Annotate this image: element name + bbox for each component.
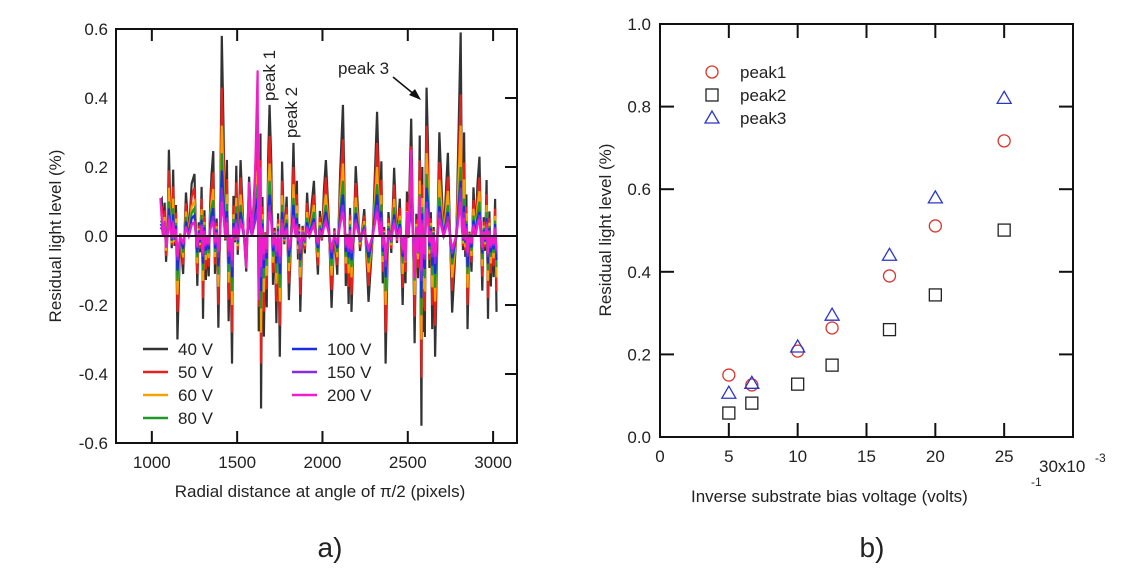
- x-tick-label: 3000: [474, 453, 512, 472]
- x-tick-label: 2500: [389, 453, 427, 472]
- legend-label: peak3: [740, 109, 786, 128]
- data-point-peak2: [882, 322, 897, 337]
- x-tick-label: 1000: [133, 453, 171, 472]
- y-tick-label: 0.2: [627, 345, 651, 364]
- chart-a: 1000 1500 2000 2500 3000 0.6 0.4 0.2 0.0 -0.2 -0.4…: [46, 20, 518, 563]
- annotation-arrowhead: [409, 89, 421, 100]
- y-tick-label: 0.4: [627, 263, 651, 282]
- data-point-peak3: [823, 306, 841, 321]
- data-point-peak1: [825, 321, 839, 335]
- data-point-peak1: [997, 134, 1011, 148]
- x-tick-label: 0: [655, 447, 664, 466]
- chart-b-xlabel-superscript: -1: [1031, 475, 1042, 489]
- chart-b-axes: 0 5 10 15 20 25 1.0 0.8 0.6 0.4 0.2 0.0: [627, 15, 1073, 466]
- annotation-arrow: [392, 76, 416, 96]
- series-line-80v: [159, 153, 498, 316]
- chart-b-frame: [659, 23, 1074, 438]
- chart-b-ylabel: Residual light level (%): [596, 144, 615, 317]
- data-point-peak3: [789, 338, 806, 353]
- annotation-peak-3: peak 3: [338, 59, 389, 78]
- data-point-peak3: [927, 189, 944, 204]
- y-tick-label: 1.0: [627, 15, 651, 34]
- x-tick-label: 10: [788, 447, 807, 466]
- data-point-peak2: [997, 223, 1011, 237]
- legend-label: 200 V: [327, 386, 372, 405]
- x-tick-label: 2000: [304, 453, 342, 472]
- y-tick-label: -0.2: [79, 296, 108, 315]
- series-line-50v: [159, 87, 498, 378]
- data-point-peak3: [881, 246, 898, 261]
- legend-marker-peak1: [705, 65, 719, 79]
- data-point-peak2: [825, 358, 839, 372]
- panel-label-a: a): [318, 532, 343, 563]
- chart-b-x-multiplier-exp: -3: [1095, 451, 1106, 465]
- chart-a-xlabel: Radial distance at angle of π/2 (pixels): [175, 482, 466, 501]
- y-tick-label: -0.6: [79, 434, 108, 453]
- chart-a-legend: 40 V 50 V 60 V 80 V 100 V 150 V 200 V: [143, 340, 372, 428]
- x-tick-label: 5: [724, 447, 733, 466]
- y-tick-label: 0.8: [627, 98, 651, 117]
- legend-label: 50 V: [178, 363, 214, 382]
- legend-marker-peak3: [703, 109, 721, 124]
- data-point-peak2: [928, 288, 942, 302]
- legend-marker-peak2: [705, 88, 719, 102]
- series-line-40v: [159, 32, 498, 426]
- chart-b-x-multiplier: 30x10: [1039, 457, 1085, 476]
- chart-a-series: [159, 32, 498, 426]
- y-tick-label: -0.4: [79, 365, 108, 384]
- legend-label: 80 V: [178, 409, 214, 428]
- data-point-peak1: [928, 219, 942, 233]
- data-point-peak2: [745, 396, 759, 410]
- data-point-peak3: [720, 384, 737, 399]
- chart-b-xlabel: Inverse substrate bias voltage (volts): [691, 487, 968, 506]
- data-point-peak1: [882, 269, 897, 283]
- x-tick-label: 20: [926, 447, 945, 466]
- chart-b: 0 5 10 15 20 251.00.80.60.40.20.0 peak1peak2p…: [596, 15, 1106, 563]
- chart-b-series: [720, 90, 1013, 420]
- series-line-200v: [159, 70, 498, 300]
- y-tick-label: 0.0: [84, 227, 108, 246]
- chart-a-ylabel: Residual light level (%): [46, 150, 65, 323]
- data-point-peak3: [743, 375, 760, 389]
- legend-label: 40 V: [178, 340, 214, 359]
- chart-a-axes: 1000 1500 2000 2500 3000 0.6 0.4 0.2 0.0 -0.2 -0.4…: [79, 20, 517, 472]
- data-point-peak1: [745, 378, 759, 392]
- series-line-60v: [160, 125, 498, 340]
- data-point-peak2: [722, 406, 736, 420]
- legend-label: 100 V: [327, 340, 372, 359]
- panel-label-b: b): [860, 532, 885, 563]
- series-line-150v: [159, 187, 498, 281]
- y-tick-label: 0.2: [84, 158, 108, 177]
- x-tick-label: 1500: [218, 453, 256, 472]
- y-tick-label: 0.4: [84, 89, 108, 108]
- y-tick-label: 0.0: [627, 428, 651, 447]
- data-point-peak1: [722, 368, 736, 382]
- y-tick-label: 0.6: [627, 180, 651, 199]
- x-tick-label: 25: [995, 447, 1014, 466]
- x-tick-label: 15: [857, 447, 876, 466]
- legend-label: 150 V: [327, 363, 372, 382]
- chart-b-legend: peak1 peak2 peak3: [703, 63, 786, 128]
- y-tick-label: 0.6: [84, 20, 108, 39]
- legend-label: 60 V: [178, 386, 214, 405]
- annotation-peak-2: peak 2: [282, 87, 301, 138]
- data-point-peak2: [791, 377, 805, 391]
- data-point-peak3: [996, 90, 1013, 104]
- annotation-peak-1: peak 1: [260, 50, 279, 101]
- legend-label: peak1: [740, 63, 786, 82]
- legend-label: peak2: [740, 86, 786, 105]
- series-line-100v: [159, 170, 498, 299]
